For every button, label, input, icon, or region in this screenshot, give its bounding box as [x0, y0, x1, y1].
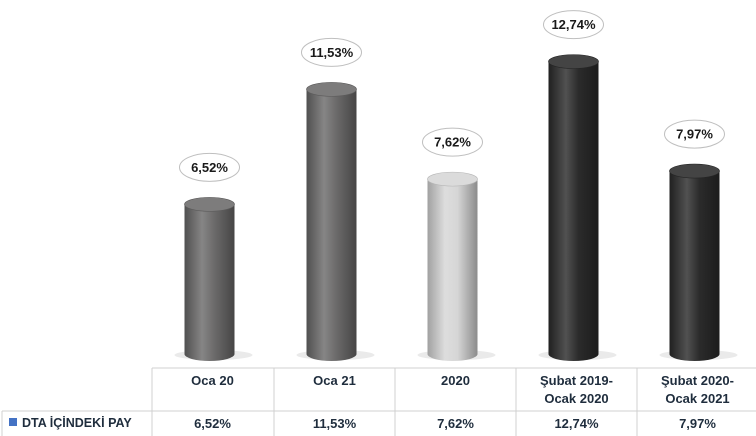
data-label: 6,52% [191, 160, 228, 175]
bar-top-3 [427, 171, 478, 187]
category-label: Ocak 2021 [665, 391, 729, 406]
category-label: Şubat 2019- [540, 373, 613, 388]
data-label: 11,53% [310, 45, 354, 60]
table-value: 11,53% [313, 416, 357, 431]
bar-top-5 [669, 163, 720, 179]
category-label: Ocak 2020 [544, 391, 608, 406]
data-label-bubble [543, 10, 604, 40]
category-label: Oca 20 [191, 373, 234, 388]
series-name: DTA İÇİNDEKİ PAY [22, 415, 132, 430]
bar-1 [184, 204, 235, 361]
category-label: Şubat 2020- [661, 373, 734, 388]
table-value: 7,97% [679, 416, 716, 431]
bar-4 [548, 61, 599, 361]
bar-2 [306, 89, 357, 361]
data-label-bubble [301, 37, 362, 67]
data-label: 7,97% [676, 127, 713, 142]
category-label: 2020 [441, 373, 470, 388]
table-value: 7,62% [437, 416, 474, 431]
data-label-bubble [179, 152, 240, 182]
data-label-bubble [664, 119, 725, 149]
data-labels-layer: 6,52% 11,53% 7,62% 12,74% 7,97% [179, 10, 725, 182]
bars-layer [174, 54, 738, 361]
bar-5 [669, 171, 720, 361]
data-table: Oca 20 Oca 21 2020 Şubat 2019- Ocak 2020 Şuba… [1, 367, 756, 436]
bar-top-4 [548, 54, 599, 69]
category-label: Oca 21 [313, 373, 356, 388]
legend-key [9, 418, 17, 426]
data-label: 12,74% [551, 17, 596, 32]
bar-top-1 [184, 197, 235, 212]
data-label-bubble [422, 127, 483, 157]
table-value: 12,74% [554, 416, 599, 431]
data-label: 7,62% [434, 135, 471, 150]
table-value: 6,52% [194, 416, 231, 431]
bar-top-2 [306, 82, 357, 97]
bar-3 [427, 179, 478, 361]
